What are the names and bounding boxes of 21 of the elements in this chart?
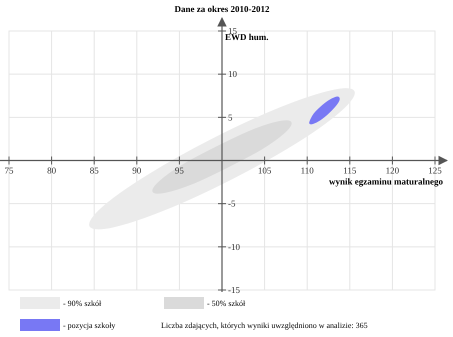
x-tick-label: 90 bbox=[132, 166, 142, 176]
y-tick-label: -15 bbox=[228, 285, 240, 295]
x-tick-label: 115 bbox=[343, 166, 357, 176]
x-tick-label: 80 bbox=[47, 166, 57, 176]
x-tick-label: 75 bbox=[4, 166, 14, 176]
x-axis-title: wynik egzaminu maturalnego bbox=[328, 176, 444, 186]
y-tick-label: 10 bbox=[228, 69, 238, 80]
x-tick-label: 95 bbox=[174, 166, 184, 176]
x-tick-label: 105 bbox=[258, 166, 272, 176]
x-tick-label: 110 bbox=[300, 166, 314, 176]
y-tick-label: 5 bbox=[228, 112, 233, 122]
legend-label: - 50% szkół bbox=[207, 299, 246, 308]
legend-label: - pozycja szkoły bbox=[63, 321, 116, 330]
x-tick-label: 120 bbox=[386, 166, 400, 176]
x-tick-label: 85 bbox=[90, 166, 100, 176]
y-tick-label: -10 bbox=[228, 242, 240, 252]
y-tick-label: -5 bbox=[228, 198, 236, 209]
legend-label: - 90% szkół bbox=[63, 299, 102, 308]
chart-title: Dane za okres 2010-2012 bbox=[174, 4, 270, 14]
x-tick-label: 125 bbox=[428, 166, 442, 176]
text: Liczba zdających, których wyniki uwzględniono w analizie: 365 bbox=[161, 321, 368, 330]
